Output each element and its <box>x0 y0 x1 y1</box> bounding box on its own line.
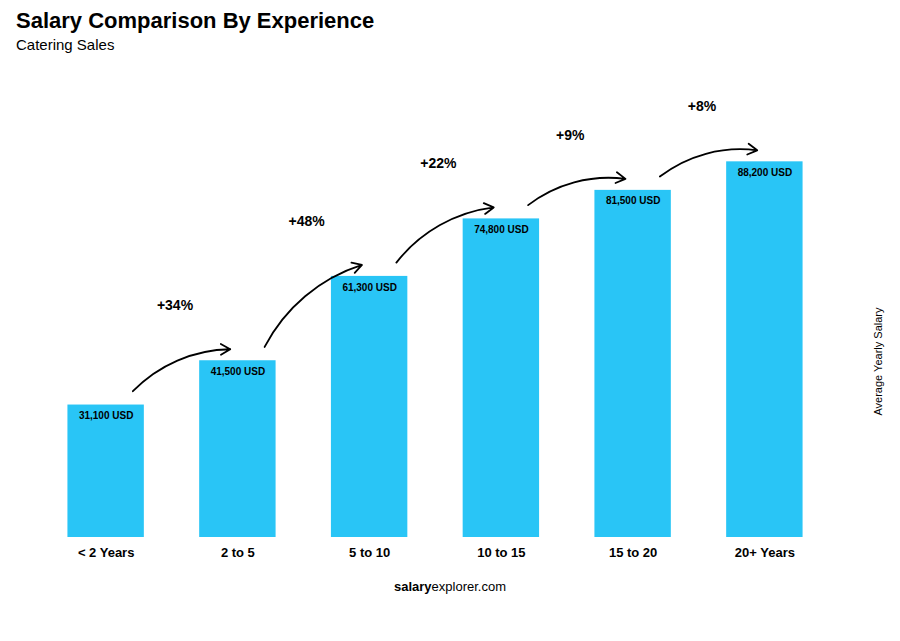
svg-text:+22%: +22% <box>420 155 457 171</box>
svg-text:+9%: +9% <box>556 127 585 143</box>
svg-text:+34%: +34% <box>157 297 194 313</box>
svg-text:41,500 USD: 41,500 USD <box>211 366 265 377</box>
svg-text:5 to 10: 5 to 10 <box>349 545 390 560</box>
svg-text:+8%: +8% <box>688 98 717 114</box>
svg-text:2 to 5: 2 to 5 <box>221 545 255 560</box>
svg-text:31,100 USD: 31,100 USD <box>79 410 133 421</box>
svg-text:< 2 Years: < 2 Years <box>78 545 135 560</box>
svg-text:74,800 USD: 74,800 USD <box>474 224 528 235</box>
svg-text:Average Yearly Salary: Average Yearly Salary <box>872 307 884 416</box>
svg-text:10 to 15: 10 to 15 <box>477 545 525 560</box>
svg-text:+48%: +48% <box>289 213 326 229</box>
svg-text:88,200 USD: 88,200 USD <box>738 167 792 178</box>
svg-text:61,300 USD: 61,300 USD <box>342 282 396 293</box>
svg-text:20+ Years: 20+ Years <box>735 545 795 560</box>
svg-text:81,500 USD: 81,500 USD <box>606 195 660 206</box>
html-text:Catering Sales: Catering Sales <box>16 36 115 53</box>
html-text:salary explorer.com: salary explorer.com <box>394 579 506 594</box>
svg-text:15 to 20: 15 to 20 <box>609 545 657 560</box>
html-text:Salary Comparison By Experienc: Salary Comparison By Experience <box>16 8 375 33</box>
